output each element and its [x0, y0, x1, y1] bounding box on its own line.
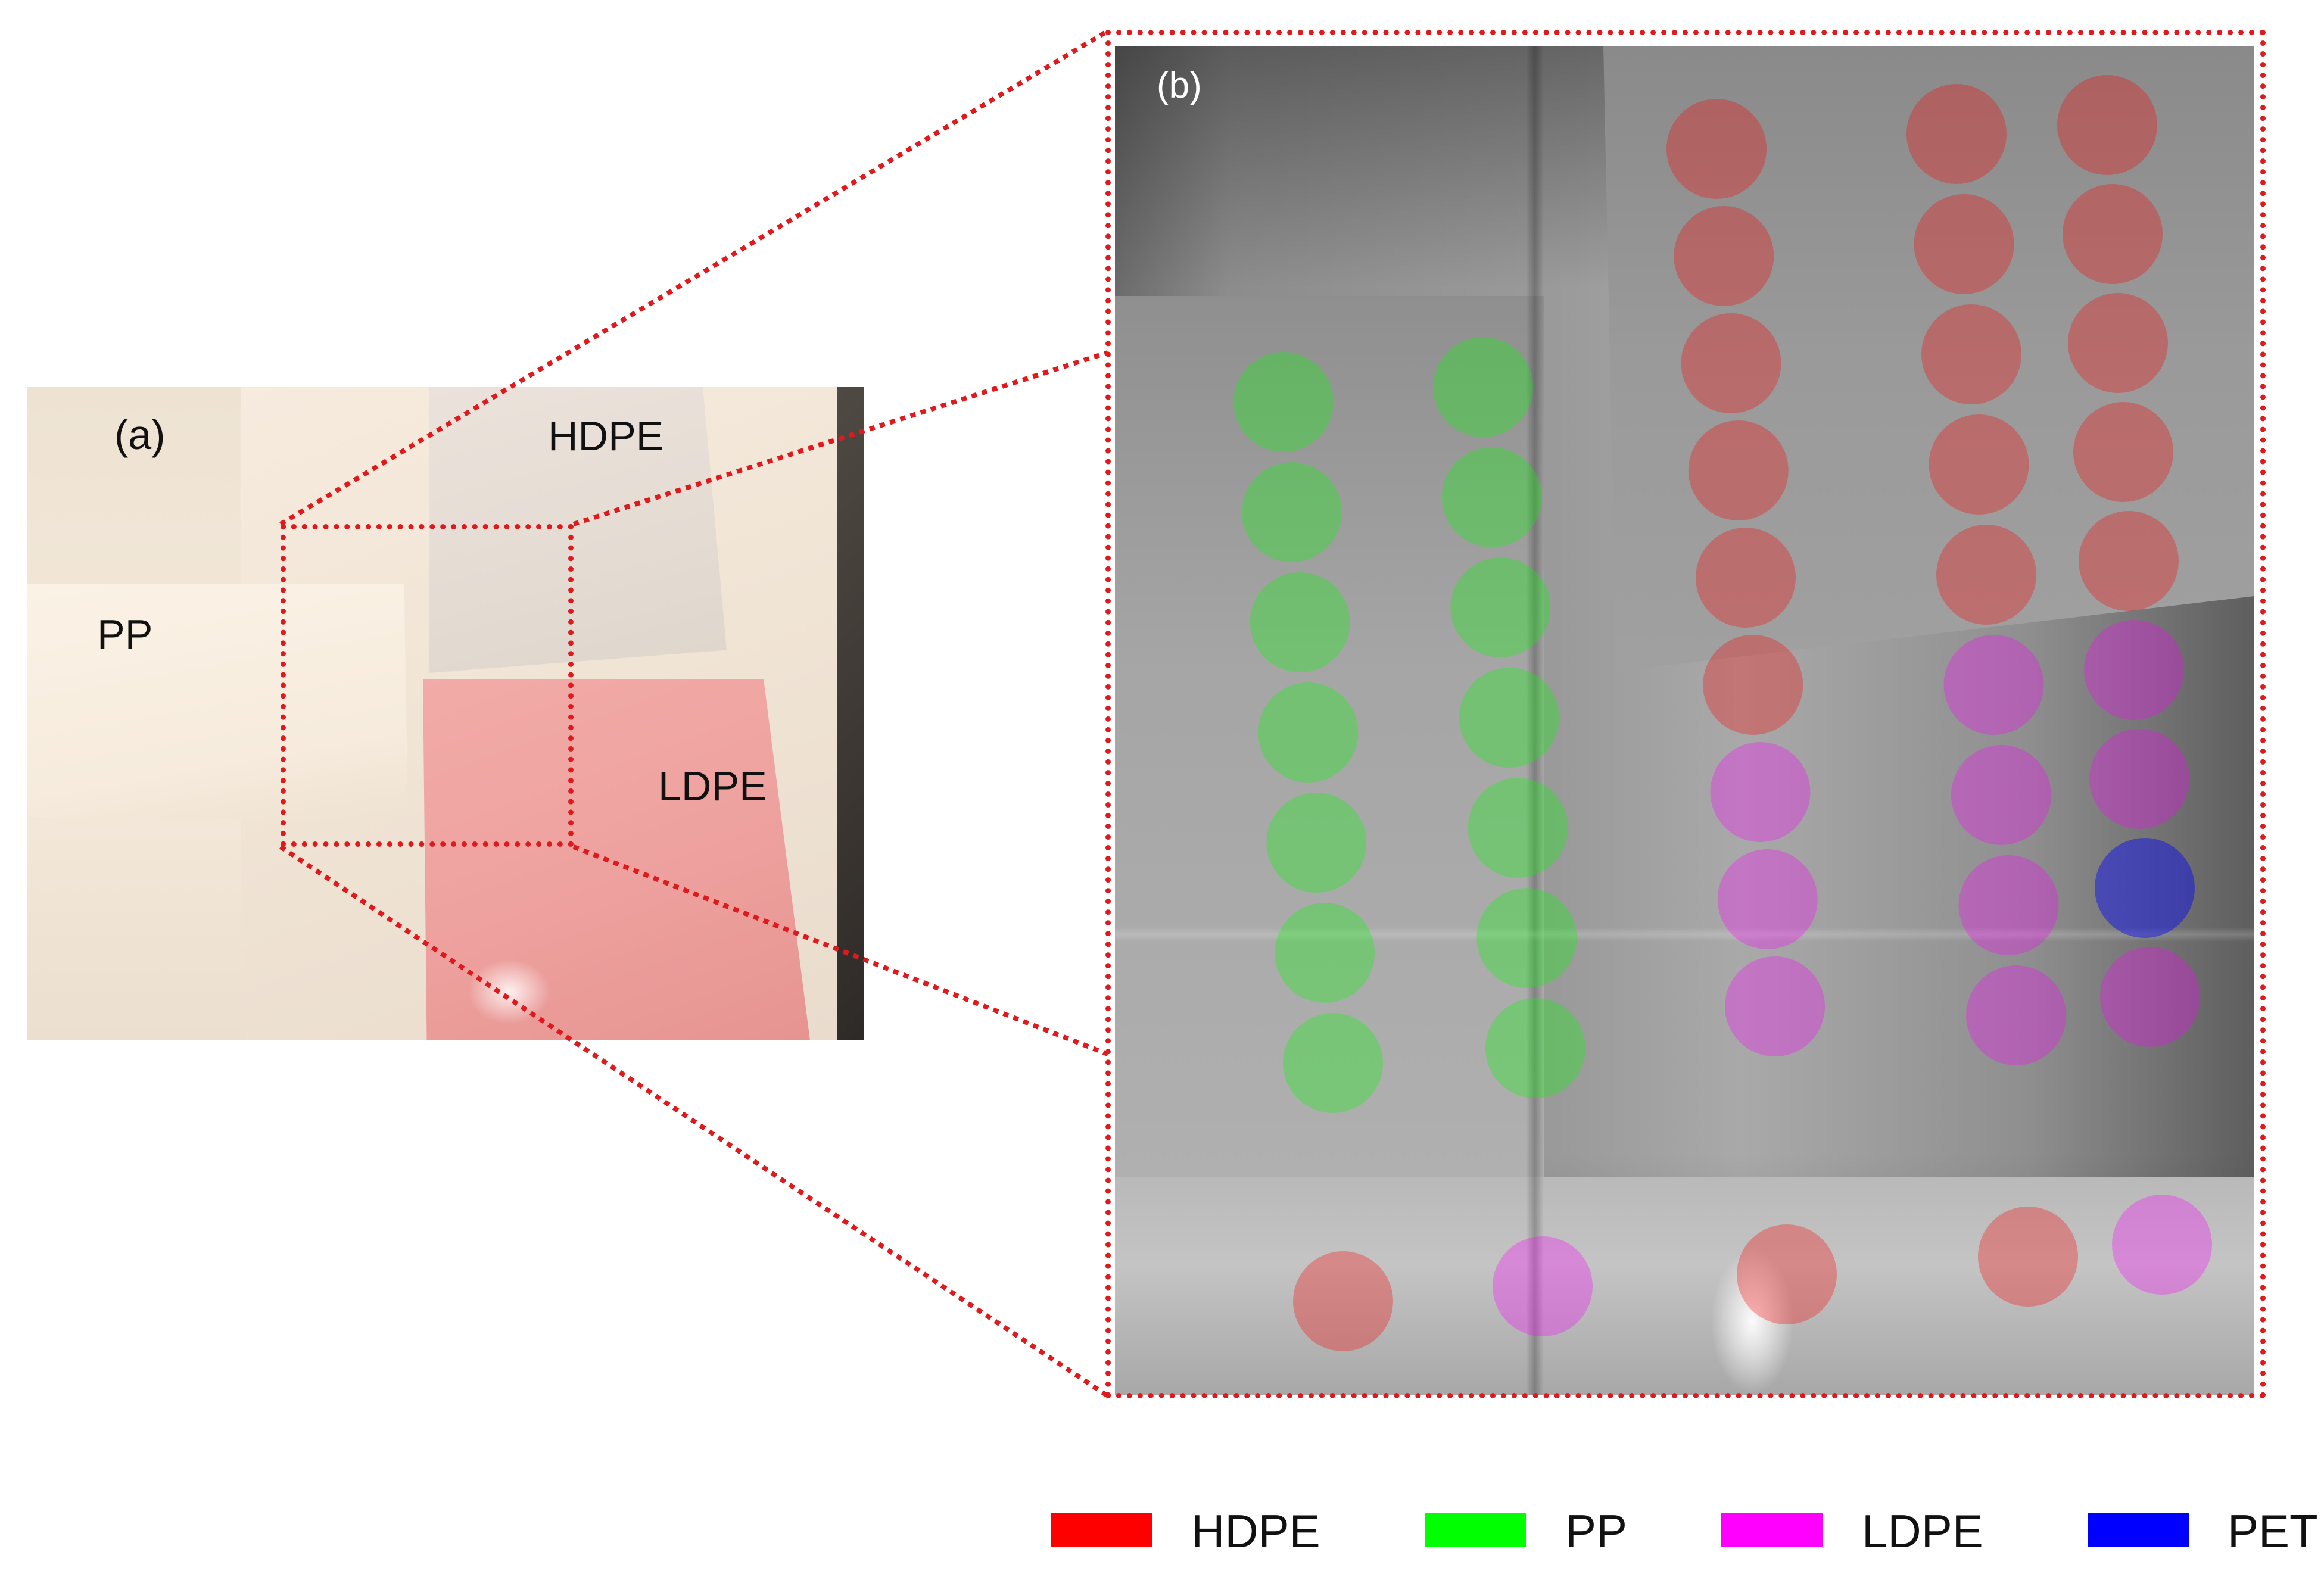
- marker-pp: [1258, 682, 1359, 783]
- marker-pp: [1275, 903, 1375, 1003]
- marker-pp: [1459, 668, 1559, 768]
- gray-sheet-bottom: [1115, 1177, 2254, 1395]
- marker-hdpe: [1914, 194, 2014, 294]
- legend-label-pp: PP: [1565, 1505, 1628, 1557]
- hdpe-sheet-label: HDPE: [548, 413, 664, 459]
- legend-label-pet: PET: [2228, 1505, 2318, 1557]
- marker-ldpe: [1958, 855, 2059, 955]
- sample-photo: (a) HDPE PP LDPE: [27, 387, 864, 1040]
- marker-hdpe: [1688, 420, 1789, 520]
- gray-crease: [1526, 46, 1544, 1395]
- marker-hdpe: [1929, 414, 2029, 515]
- zoom-region-box: [281, 524, 574, 847]
- marker-pp: [1441, 447, 1542, 547]
- marker-hdpe: [1696, 528, 1796, 628]
- marker-hdpe: [2068, 293, 2168, 393]
- panel-b-frame: [1105, 30, 2266, 1398]
- glare-highlight: [468, 959, 551, 1024]
- glare-highlight: [1711, 1249, 1794, 1395]
- hdpe-sheet: [429, 387, 727, 673]
- connector-line: [572, 350, 1109, 526]
- legend-swatch-ldpe: [1721, 1513, 1823, 1547]
- legend-swatch-pp: [1425, 1513, 1526, 1547]
- marker-hdpe: [1906, 84, 2007, 184]
- marker-hdpe: [1703, 635, 1803, 735]
- gray-sheet-left: [1115, 296, 1544, 1189]
- gray-sheet-top-right: [1603, 46, 2254, 671]
- marker-ldpe: [1717, 849, 1818, 949]
- marker-pp: [1241, 462, 1342, 562]
- marker-ldpe: [1710, 742, 1811, 842]
- marker-hdpe: [1737, 1224, 1837, 1324]
- marker-pp: [1468, 778, 1568, 878]
- marker-hdpe: [1936, 525, 2036, 625]
- marker-pp: [1233, 352, 1334, 452]
- panel-b-label: (b): [1157, 65, 1202, 106]
- marker-hdpe: [1293, 1251, 1393, 1351]
- legend-label-ldpe: LDPE: [1862, 1505, 1983, 1557]
- marker-ldpe: [2089, 729, 2189, 829]
- marker-hdpe: [2057, 75, 2157, 175]
- marker-ldpe: [2084, 620, 2184, 720]
- legend-label-hdpe: HDPE: [1191, 1505, 1320, 1557]
- marker-ldpe: [1493, 1236, 1593, 1336]
- marker-ldpe: [2112, 1195, 2212, 1295]
- marker-ldpe: [1951, 745, 2051, 845]
- marker-ldpe: [1725, 956, 1825, 1056]
- marker-hdpe: [2063, 184, 2163, 284]
- panel-a-label: (a): [114, 412, 166, 458]
- marker-ldpe: [1943, 635, 2044, 735]
- marker-ldpe: [2100, 947, 2200, 1047]
- marker-pp: [1250, 572, 1350, 672]
- marker-ldpe: [1966, 965, 2066, 1065]
- marker-hdpe: [1674, 206, 1774, 306]
- marker-pp: [1485, 998, 1585, 1098]
- gray-crease: [1115, 927, 2254, 942]
- pp-sheet-label: PP: [97, 611, 153, 657]
- marker-hdpe: [1681, 313, 1781, 413]
- ldpe-sheet-label: LDPE: [658, 763, 767, 809]
- marker-hdpe: [1666, 99, 1767, 199]
- marker-pet: [2095, 838, 2195, 938]
- marker-hdpe: [2079, 511, 2179, 611]
- connector-line: [279, 844, 1110, 1398]
- marker-pp: [1283, 1013, 1383, 1113]
- marker-pp: [1266, 793, 1367, 893]
- marker-pp: [1433, 337, 1533, 437]
- grayscale-image: [1115, 46, 2254, 1395]
- marker-hdpe: [1921, 304, 2021, 404]
- marker-hdpe: [1978, 1207, 2078, 1307]
- marker-pp: [1450, 557, 1551, 657]
- legend-swatch-pet: [2088, 1513, 2189, 1547]
- pp-sheet: [27, 584, 408, 822]
- marker-pp: [1476, 888, 1577, 988]
- marker-hdpe: [2073, 402, 2173, 502]
- legend-swatch-hdpe: [1051, 1513, 1152, 1547]
